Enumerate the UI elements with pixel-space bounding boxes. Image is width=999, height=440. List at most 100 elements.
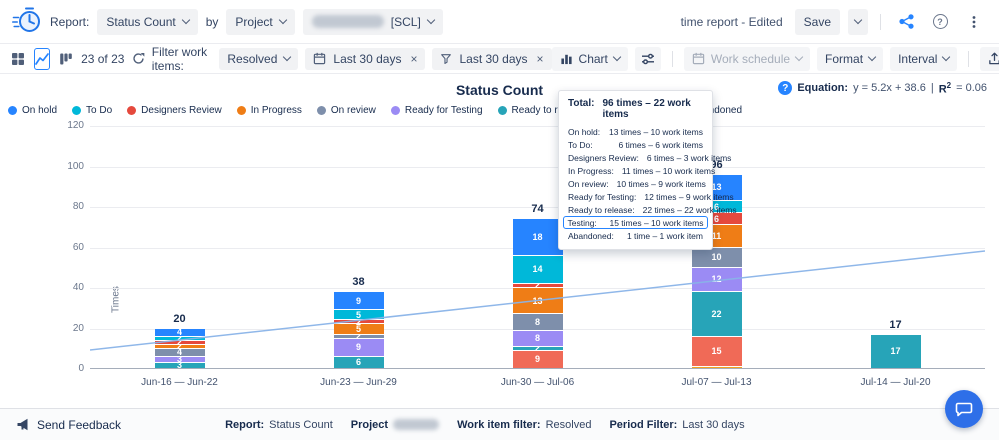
view-chart-button[interactable] (33, 47, 51, 70)
r-squared: R2 (938, 81, 952, 96)
legend-item-to-do[interactable]: To Do (72, 105, 112, 116)
clear-icon[interactable]: × (536, 51, 544, 66)
bar-segment-to-do[interactable]: 5 (333, 310, 384, 320)
bar-segment-ready-to-release[interactable]: 2 (512, 343, 563, 353)
bar-segment-to-do[interactable]: 14 (512, 255, 563, 283)
bar-segment-ready-for-testing[interactable]: 12 (691, 267, 742, 292)
chat-widget-button[interactable] (945, 390, 983, 428)
period-filter[interactable]: Last 30 days × (305, 47, 426, 70)
tooltip-row-value: 6 times – 3 work items (646, 152, 732, 163)
tooltip-row-value: 6 times – 6 work items (618, 139, 703, 150)
legend-item-in-progress[interactable]: In Progress (236, 105, 302, 116)
refresh-button[interactable] (131, 49, 144, 69)
chevron-down-icon (278, 15, 288, 25)
project-dropdown[interactable]: [SCL] (302, 8, 443, 35)
bar-segment-designers-review[interactable]: 2 (333, 317, 384, 327)
legend-item-on-review[interactable]: On review (316, 105, 376, 116)
bar-segment-designers-review[interactable]: 6 (691, 213, 742, 225)
group-by-dropdown[interactable]: Project (226, 8, 295, 35)
legend-dot (316, 106, 326, 115)
footer: Send Feedback Report: Status Count Projec… (0, 408, 999, 440)
export-button[interactable]: Export (980, 46, 999, 71)
chart-type-button[interactable]: Chart (551, 46, 628, 71)
equation: ? Equation: y = 5.2x + 38.6 | R2 = 0.06 (778, 81, 987, 96)
bar-segment-ready-for-testing[interactable]: 3 (154, 354, 205, 364)
view-board-button[interactable] (57, 48, 74, 70)
legend-item-ready-to-release[interactable]: Ready to release (497, 105, 587, 116)
legend-item-on-hold[interactable]: On hold (8, 105, 57, 116)
interval-button[interactable]: Interval (890, 46, 958, 71)
toolbar-left: 23 of 23 Filter work items: Resolved (10, 45, 552, 73)
toolbar: 23 of 23 Filter work items: Resolved (0, 44, 999, 74)
legend-item-designers-review[interactable]: Designers Review (127, 105, 222, 116)
tooltip-row-label: Designers Review: (568, 152, 639, 163)
bar-segment-ready-to-release[interactable]: 6 (333, 356, 384, 368)
y-axis-title: Times (110, 286, 122, 313)
bar-segment-designers-review[interactable]: 2 (512, 280, 563, 290)
divider (968, 50, 970, 67)
report-type-dropdown[interactable]: Status Count (97, 8, 198, 35)
bar-segment-ready-to-release[interactable]: 17 (870, 334, 921, 368)
clear-icon[interactable]: × (410, 51, 418, 66)
legend-item-ready-for-testing[interactable]: Ready for Testing (390, 105, 483, 116)
bar-segment-to-do[interactable]: 2 (154, 333, 205, 343)
bar-segment-ready-for-testing[interactable]: 8 (512, 330, 563, 346)
report-type-value: Status Count (106, 14, 176, 29)
work-schedule-button[interactable]: Work schedule (683, 46, 811, 71)
save-options-button[interactable] (848, 8, 868, 35)
legend-label: Designers Review (141, 105, 222, 116)
filter-dropdown[interactable]: Resolved (219, 47, 299, 70)
bar-segment-ready-to-release[interactable]: 3 (154, 360, 205, 370)
bar-segment-on-review[interactable]: 10 (691, 247, 742, 267)
tooltip-row-label: On hold: (568, 126, 601, 137)
chevron-down-icon (853, 15, 863, 25)
legend-label: Ready for Testing (404, 105, 483, 116)
tooltip-row-designers-review-: Designers Review: 6 times – 3 work items (568, 151, 731, 164)
bar-segment-testing[interactable]: 9 (512, 350, 563, 368)
y-tick-label: 40 (72, 282, 84, 293)
y-tick-label: 80 (72, 201, 84, 212)
help-button[interactable]: ? (927, 9, 953, 35)
bar-segment-on-hold[interactable]: 18 (512, 219, 563, 255)
bar-segment-on-hold[interactable]: 4 (154, 327, 205, 337)
legend-label: In Progress (250, 105, 302, 116)
equation-value: y = 5.2x + 38.6 (853, 82, 926, 95)
top-header: Report: Status Count by Project [SCL] ti… (0, 0, 999, 44)
bar-segment-ready-to-release[interactable]: 22 (691, 292, 742, 336)
sprint-filter[interactable]: Last 30 days × (432, 47, 552, 70)
save-button[interactable]: Save (794, 8, 840, 35)
format-button[interactable]: Format (817, 46, 884, 71)
bar-segment-in-progress[interactable]: 13 (512, 288, 563, 314)
send-feedback-button[interactable]: Send Feedback (16, 417, 121, 432)
refresh-icon (132, 53, 144, 64)
tooltip-row-label: On review: (568, 178, 609, 189)
bar-segment-on-review[interactable]: 8 (512, 314, 563, 330)
tooltip-row-in-progress-: In Progress: 11 times – 10 work items (568, 164, 715, 177)
legend-dot (127, 106, 137, 115)
tooltip-total-row: Total: 96 times – 22 work items (568, 98, 703, 120)
view-table-button[interactable] (10, 48, 27, 70)
bar-segment-abandoned[interactable] (691, 366, 742, 368)
bar-segment-to-do[interactable]: 6 (691, 200, 742, 213)
bar-segment-on-review[interactable]: 2 (333, 331, 384, 341)
bar-segment-on-review[interactable]: 4 (154, 347, 205, 357)
footer-work-item-filter: Work item filter: Resolved (457, 418, 592, 431)
share-button[interactable] (893, 9, 919, 35)
equation-help-icon[interactable]: ? (778, 81, 793, 96)
project-code: [SCL] (390, 14, 421, 29)
tooltip-row-value: 1 time – 1 work item (626, 230, 703, 241)
chart-tooltip: Total: 96 times – 22 work items On hold:… (558, 90, 737, 250)
chart-settings-button[interactable] (634, 46, 661, 71)
bar-segment-ready-for-testing[interactable]: 9 (333, 338, 384, 356)
tooltip-row-label: Abandoned: (568, 230, 614, 241)
calendar-icon (692, 52, 705, 65)
sliders-icon (641, 53, 654, 64)
more-options-button[interactable] (961, 9, 987, 35)
bar-segment-on-hold[interactable]: 9 (333, 292, 384, 310)
divider (671, 50, 673, 67)
redacted-project-name (393, 419, 440, 430)
legend-label: Abandoned (690, 105, 743, 116)
bar-segment-testing[interactable]: 15 (691, 336, 742, 366)
tooltip-row-testing-: Testing: 15 times – 10 work items (563, 216, 708, 229)
legend-dot (8, 106, 17, 115)
